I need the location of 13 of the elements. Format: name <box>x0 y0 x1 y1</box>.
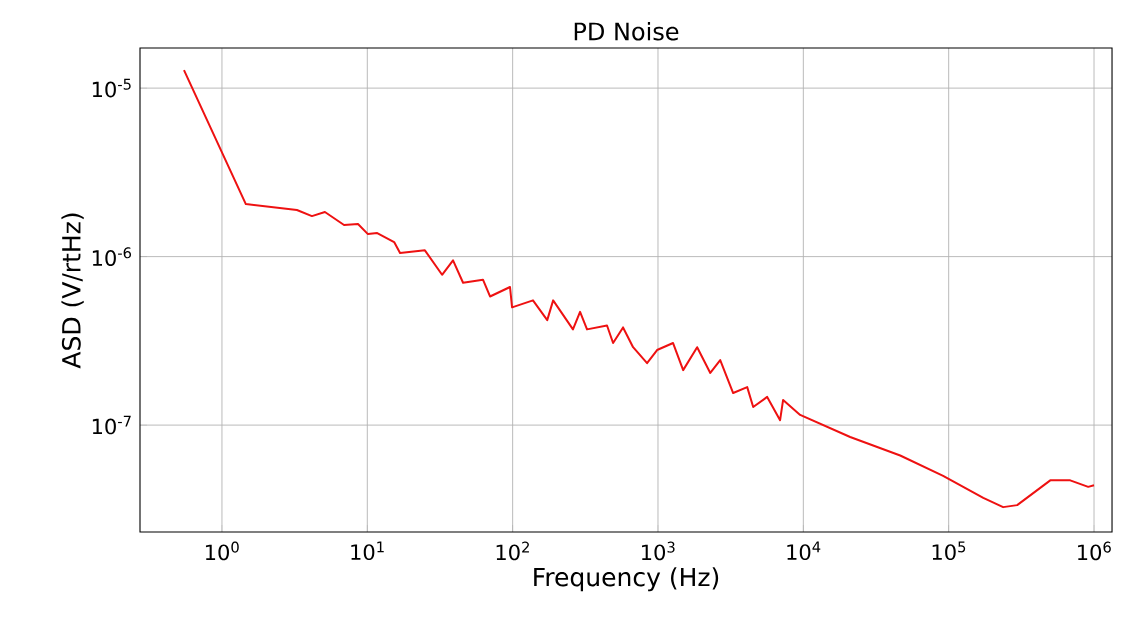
y-tick-label: 10$^{-6}$ <box>92 247 132 266</box>
x-tick-label: 10$^{0}$ <box>205 541 239 561</box>
x-tick-label: 10$^{6}$ <box>1078 541 1111 561</box>
y-axis-title: ASD (V/rtHz) <box>61 213 84 369</box>
y-tick-label: 10$^{-5}$ <box>92 78 131 98</box>
x-tick-label: 10$^{2}$ <box>496 541 529 561</box>
x-tick-label: 10$^{3}$ <box>642 541 675 561</box>
x-tick-label: 10$^{1}$ <box>351 541 384 561</box>
x-tick-label: 10$^{4}$ <box>787 541 821 561</box>
x-tick-label: 10$^{5}$ <box>932 541 966 561</box>
y-tick-label: 10$^{-7}$ <box>92 415 131 435</box>
chart-title: PD Noise <box>574 21 679 41</box>
x-axis-title: Frequency (Hz) <box>534 567 719 592</box>
